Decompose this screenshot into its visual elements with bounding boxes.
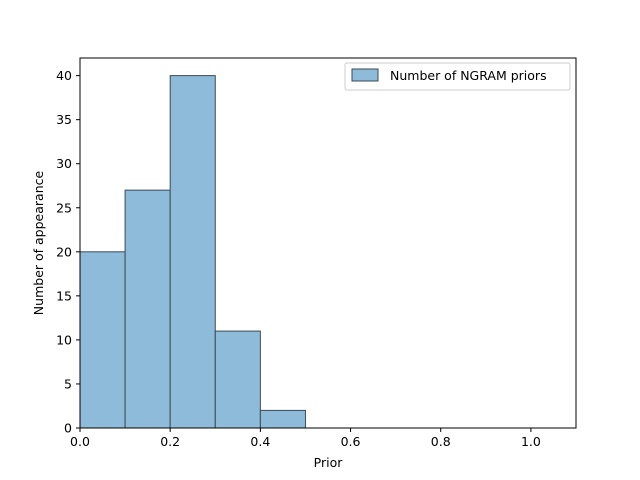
legend-swatch bbox=[351, 68, 379, 82]
axes-frame bbox=[79, 57, 577, 429]
x-tick-label: 0.4 bbox=[250, 434, 270, 449]
y-tick-label: 10 bbox=[56, 332, 72, 347]
y-tick-label: 0 bbox=[64, 421, 72, 436]
y-tick-label: 5 bbox=[64, 376, 72, 391]
x-tick-label: 0.8 bbox=[431, 434, 451, 449]
y-axis-ticks: 0 5 10 15 20 25 30 35 40 bbox=[56, 68, 80, 436]
histogram-bar bbox=[214, 330, 261, 429]
x-tick-label: 0.0 bbox=[70, 434, 90, 449]
x-tick-label: 0.6 bbox=[341, 434, 361, 449]
x-tick-label: 0.2 bbox=[160, 434, 180, 449]
x-axis-ticks: 0.0 0.2 0.4 0.6 0.8 1.0 bbox=[70, 428, 541, 449]
y-tick-label: 35 bbox=[56, 112, 72, 127]
x-tick-label: 1.0 bbox=[521, 434, 541, 449]
histogram-bar bbox=[169, 75, 216, 429]
histogram-bar bbox=[124, 189, 171, 429]
y-tick-label: 30 bbox=[56, 156, 72, 171]
legend: Number of NGRAM priors bbox=[344, 62, 571, 91]
y-tick-label: 20 bbox=[56, 244, 72, 259]
y-tick-label: 25 bbox=[56, 200, 72, 215]
histogram-bar bbox=[79, 251, 126, 429]
legend-box bbox=[344, 62, 571, 91]
bars-group bbox=[79, 75, 306, 429]
x-axis-label: Prior bbox=[314, 455, 344, 470]
y-tick-label: 15 bbox=[56, 288, 72, 303]
histogram-bar bbox=[259, 409, 306, 429]
legend-label: Number of NGRAM priors bbox=[390, 68, 547, 83]
y-tick-label: 40 bbox=[56, 68, 72, 83]
y-axis-label: Number of appearance bbox=[31, 171, 46, 316]
